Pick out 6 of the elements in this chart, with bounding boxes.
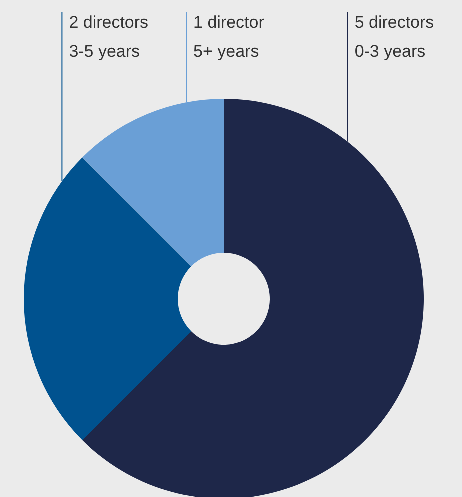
data-label: 2 directors [69, 13, 149, 32]
slice-label: 3-5 years [69, 42, 140, 61]
data-label: 1 director [194, 13, 265, 32]
data-label: 5 directors [354, 13, 434, 32]
slice-label: 0-3 years [354, 42, 426, 61]
slice-label: 5+ years [194, 42, 260, 61]
